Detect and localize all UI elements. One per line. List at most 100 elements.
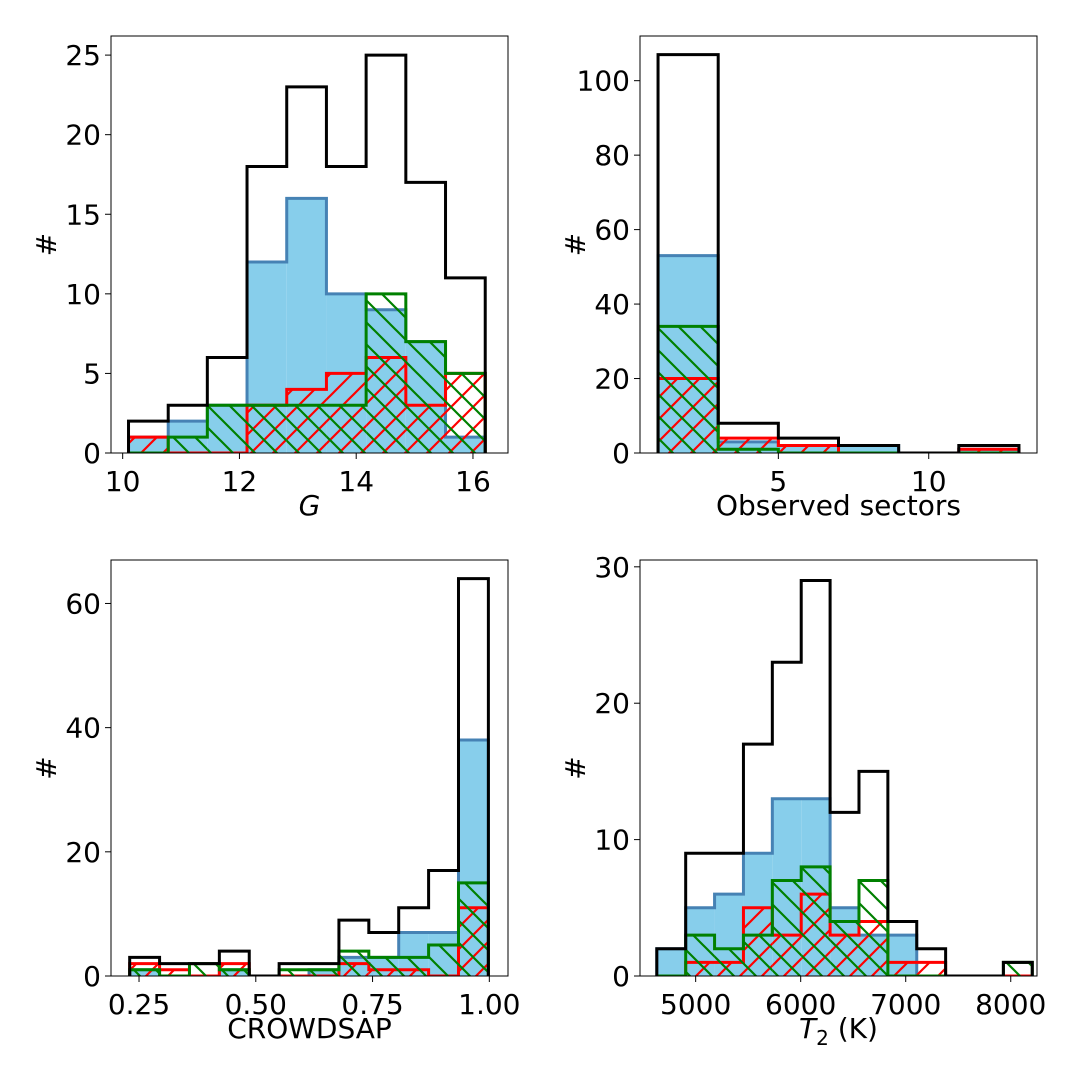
y-tick-label: 25 [65,39,101,72]
panel-t2: 5000 6000 7000 8000 0 10 20 30 # T2 (K) [559,551,1046,1050]
outline-all-t2 [655,578,1034,976]
x-tick-label: 12 [222,465,258,498]
bar-green-crowdsap-8 [368,957,399,976]
bar-green-t2-2 [714,948,744,976]
bar-green-t2-1 [685,935,715,976]
bar-green-crowdsap-7 [338,951,369,976]
bar-green-crowdsap-3 [219,969,250,976]
bar-green-g-6 [366,293,406,453]
plot-area [656,53,1021,453]
panel-crowdsap: 0.25 0.50 0.75 1.00 0 20 40 60 # CROWDSAP [30,559,520,1045]
x-axis-label: T2 (K) [799,1012,878,1050]
x-tick-label: 10 [911,465,947,498]
bar-green-t2-4 [772,880,802,976]
y-tick-label: 0 [612,437,630,470]
bar-blue-t2-0 [656,948,686,976]
outline-green-sectors [656,324,1019,453]
plot-area [655,578,1034,976]
axes-frame [110,35,509,454]
bar-green-crowdsap-5 [279,969,310,976]
y-axis-label: # [559,233,592,256]
y-tick-label: 40 [594,288,630,321]
x-tick-label: 7000 [870,988,941,1021]
bar-red-t2-9 [916,962,946,976]
bar-green-g-5 [326,405,367,453]
bar-green-crowdsap-2 [189,963,220,976]
x-tick-label: 1.00 [458,988,520,1021]
bar-green-t2-5 [801,866,831,976]
bar-green-t2-6 [830,921,859,976]
x-axis-label: CROWDSAP [227,1012,392,1045]
y-axis-label: # [30,756,63,779]
bar-green-crowdsap-9 [398,957,429,976]
y-tick-label: 0 [83,437,101,470]
x-tick-label: 0.50 [225,988,287,1021]
y-tick-label: 20 [65,119,101,152]
bar-green-g-7 [405,341,446,453]
x-axis-label: G [299,489,321,522]
bar-green-g-3 [247,405,287,453]
plot-area [128,577,490,976]
outline-green-t2 [656,865,1034,976]
panel-g: 10 12 14 16 0 5 10 15 20 25 # G [30,35,509,522]
outline-blue-t2 [655,797,1033,976]
y-tick-label: 5 [83,357,101,390]
x-tick-label: 0.75 [341,988,403,1021]
bar-green-g-2 [207,405,248,453]
x-tick-label: 5000 [660,988,731,1021]
bar-green-sectors-1 [718,449,779,453]
y-tick-label: 0 [612,960,630,993]
y-tick-label: 40 [65,712,101,745]
outline-green-g [128,292,487,453]
y-axis-label: # [30,233,63,256]
y-tick-label: 80 [594,139,630,172]
y-tick-label: 20 [594,363,630,396]
x-tick-label: 6000 [765,988,836,1021]
bar-green-crowdsap-6 [309,969,339,976]
y-tick-label: 30 [594,551,630,584]
x-axis-label: Observed sectors [716,489,961,522]
y-tick-label: 20 [594,687,630,720]
y-axis-label: # [559,756,592,779]
x-tick-label: 14 [338,465,374,498]
bar-green-t2-12 [1003,962,1033,976]
y-tick-label: 0 [83,960,101,993]
bar-green-g-4 [286,405,327,453]
bar-red-sectors-2 [778,445,839,453]
y-tick-label: 20 [65,836,101,869]
x-tick-label: 5 [769,465,787,498]
bar-red-sectors-5 [958,449,1019,453]
bar-red-t2-8 [887,962,917,976]
bar-green-crowdsap-0 [129,969,160,976]
axes-frame [639,35,1038,454]
outline-all-crowdsap [128,577,490,976]
outline-all-sectors [656,53,1021,453]
bar-blue-sectors-3 [838,445,899,453]
x-tick-label: 8000 [975,988,1046,1021]
y-tick-label: 60 [65,587,101,620]
axes-frame [639,559,1038,977]
outline-all-g [127,53,487,453]
outline-green-crowdsap [128,881,490,976]
y-tick-label: 10 [65,278,101,311]
y-tick-label: 15 [65,198,101,231]
x-tick-label: 16 [455,465,491,498]
outline-red-crowdsap [128,906,490,976]
bar-green-g-1 [168,437,208,453]
bar-green-t2-7 [858,880,888,976]
bar-green-t2-3 [743,935,773,976]
y-tick-label: 10 [594,824,630,857]
bar-red-g-0 [128,437,169,453]
bar-green-crowdsap-11 [458,882,489,976]
x-tick-label: 10 [105,465,141,498]
y-tick-label: 100 [577,65,630,98]
y-tick-label: 60 [594,214,630,247]
bar-red-crowdsap-1 [159,969,190,976]
bar-green-g-8 [445,373,486,453]
plot-area [127,53,487,453]
bar-green-sectors-0 [658,326,719,453]
x-tick-label: 0.25 [108,988,170,1021]
axes-frame [110,559,509,977]
